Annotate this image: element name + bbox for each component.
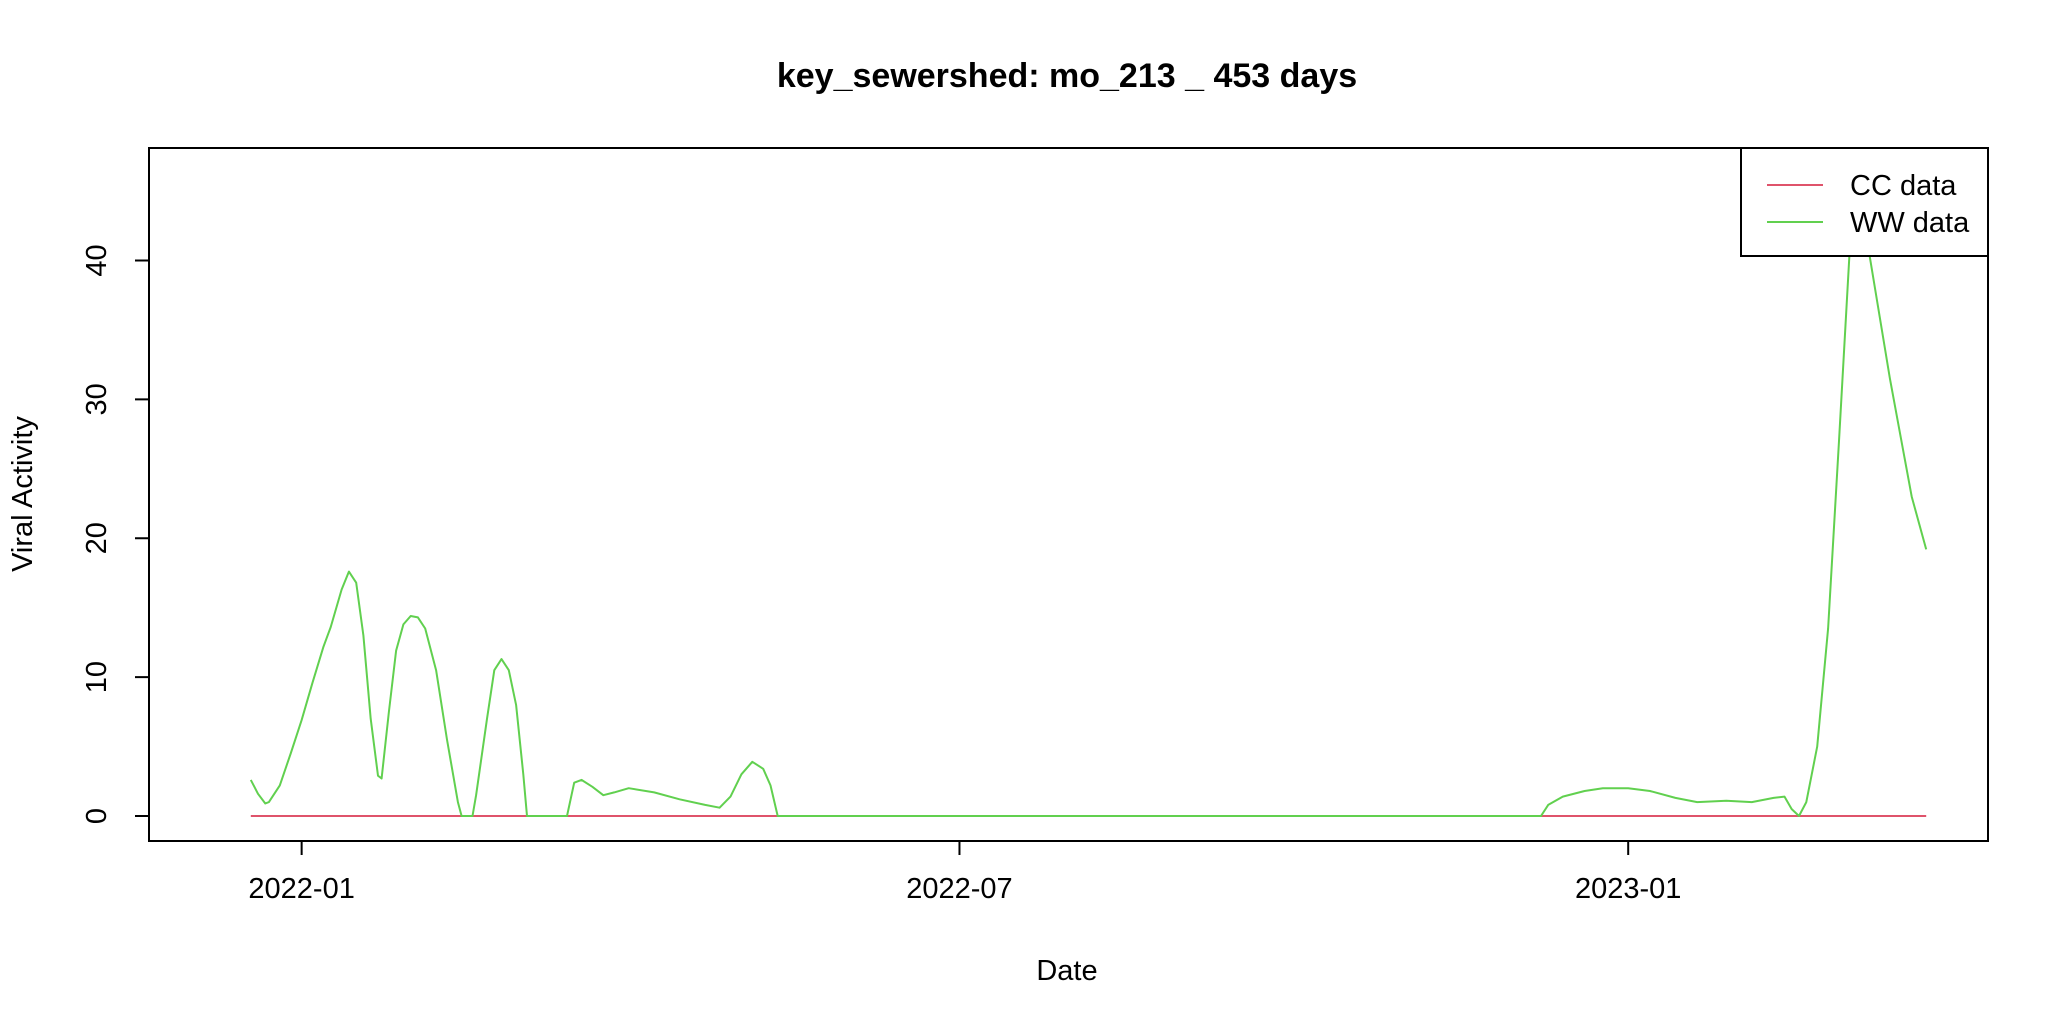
x-tick-label-0: 2022-01 — [248, 873, 354, 905]
legend-label-0: CC data — [1850, 170, 1957, 202]
y-tick-label-2: 20 — [81, 522, 113, 554]
y-axis: 0 10 20 30 40 — [81, 244, 149, 824]
legend: CC data WW data — [1740, 147, 1989, 257]
x-axis: 2022-01 2022-07 2023-01 — [248, 841, 1681, 905]
legend-box — [1740, 147, 1989, 257]
x-axis-label: Date — [1036, 955, 1097, 987]
x-tick-label-2: 2023-01 — [1575, 873, 1681, 905]
plot-frame — [148, 147, 1989, 842]
y-tick-label-3: 30 — [81, 383, 113, 415]
y-axis-label: Viral Activity — [7, 416, 39, 572]
legend-label-1: WW data — [1850, 207, 1970, 239]
chart-title: key_sewershed: mo_213 _ 453 days — [777, 57, 1357, 95]
series-line-ww-data — [249, 201, 1928, 817]
series-layer — [249, 201, 1928, 817]
y-tick-label-0: 0 — [81, 808, 113, 824]
x-tick-label-1: 2022-07 — [906, 873, 1012, 905]
y-tick-label-4: 40 — [81, 244, 113, 276]
y-tick-label-1: 10 — [81, 661, 113, 693]
